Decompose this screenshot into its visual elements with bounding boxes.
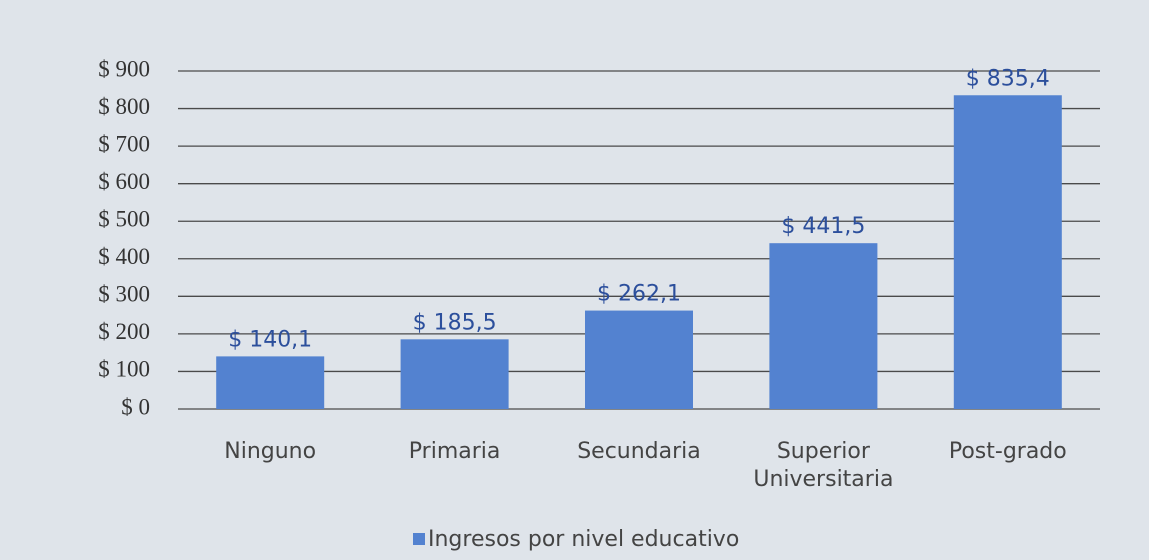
data-label: $ 140,1 bbox=[228, 327, 312, 352]
bar bbox=[769, 243, 878, 409]
bar bbox=[400, 339, 509, 409]
x-tick-label: Secundaria bbox=[577, 439, 701, 464]
y-tick-label: $ 400 bbox=[98, 244, 150, 269]
data-label: $ 262,1 bbox=[597, 282, 681, 307]
data-label: $ 185,5 bbox=[413, 310, 497, 335]
y-tick-label: $ 200 bbox=[98, 319, 150, 344]
data-label: $ 835,4 bbox=[966, 66, 1050, 91]
y-tick-label: $ 0 bbox=[121, 394, 150, 419]
data-label: $ 441,5 bbox=[781, 214, 865, 239]
legend-swatch bbox=[413, 533, 425, 545]
x-tick-label: Primaria bbox=[408, 439, 501, 464]
bar bbox=[953, 95, 1062, 409]
y-tick-label: $ 800 bbox=[98, 94, 150, 119]
y-tick-label: $ 700 bbox=[98, 131, 150, 156]
x-tick-label: Superior Universitaria bbox=[753, 439, 894, 492]
x-tick-label: Ninguno bbox=[224, 439, 317, 464]
y-tick-label: $ 300 bbox=[98, 282, 150, 307]
y-tick-label: $ 900 bbox=[98, 56, 150, 81]
y-tick-label: $ 100 bbox=[98, 357, 150, 382]
legend-label: Ingresos por nivel educativo bbox=[428, 527, 739, 552]
x-tick-label: Post-grado bbox=[948, 439, 1067, 464]
bar bbox=[585, 310, 693, 409]
bar bbox=[216, 356, 325, 409]
y-tick-label: $ 500 bbox=[98, 207, 150, 232]
y-tick-label: $ 600 bbox=[98, 169, 150, 194]
